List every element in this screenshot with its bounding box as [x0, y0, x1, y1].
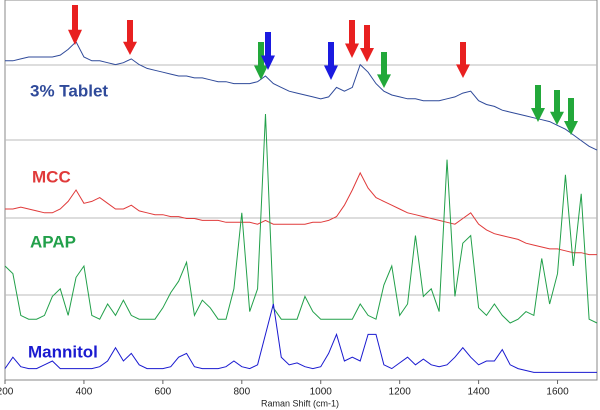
- grid: [5, 64, 597, 296]
- annotation-arrow: [531, 85, 545, 122]
- series-label: 3% Tablet: [30, 81, 108, 100]
- annotation-arrow: [456, 42, 470, 78]
- spectrum-line: [4, 113, 598, 324]
- x-tick-label: 1200: [389, 387, 412, 398]
- x-tick-label: 200: [0, 387, 14, 398]
- x-tick-label: 1000: [310, 387, 333, 398]
- series-label: APAP: [30, 232, 76, 251]
- x-tick-label: 600: [155, 387, 172, 398]
- x-tick-label: 400: [76, 387, 93, 398]
- annotation-arrow: [261, 32, 275, 70]
- spectrum-line: [5, 40, 598, 151]
- plot-area: [4, 0, 598, 381]
- annotation-arrow: [68, 5, 82, 45]
- spectrum-line: [4, 303, 597, 373]
- annotation-arrow: [550, 90, 564, 125]
- annotation-arrow: [324, 42, 338, 80]
- annotation-arrow: [360, 25, 374, 62]
- annotation-arrow: [377, 52, 391, 88]
- x-axis-label: Raman Shift (cm-1): [261, 398, 339, 408]
- x-tick-label: 800: [233, 387, 250, 398]
- annotation-arrow: [345, 20, 359, 58]
- series-label: Mannitol: [28, 342, 98, 361]
- annotation-arrow: [123, 20, 137, 55]
- annotation-arrow: [564, 98, 578, 135]
- annotation-arrow: [254, 42, 268, 80]
- series-label: MCC: [32, 167, 71, 186]
- x-tick-label: 1600: [546, 387, 569, 398]
- x-tick-label: 1400: [467, 387, 490, 398]
- spectrum-line: [5, 171, 597, 256]
